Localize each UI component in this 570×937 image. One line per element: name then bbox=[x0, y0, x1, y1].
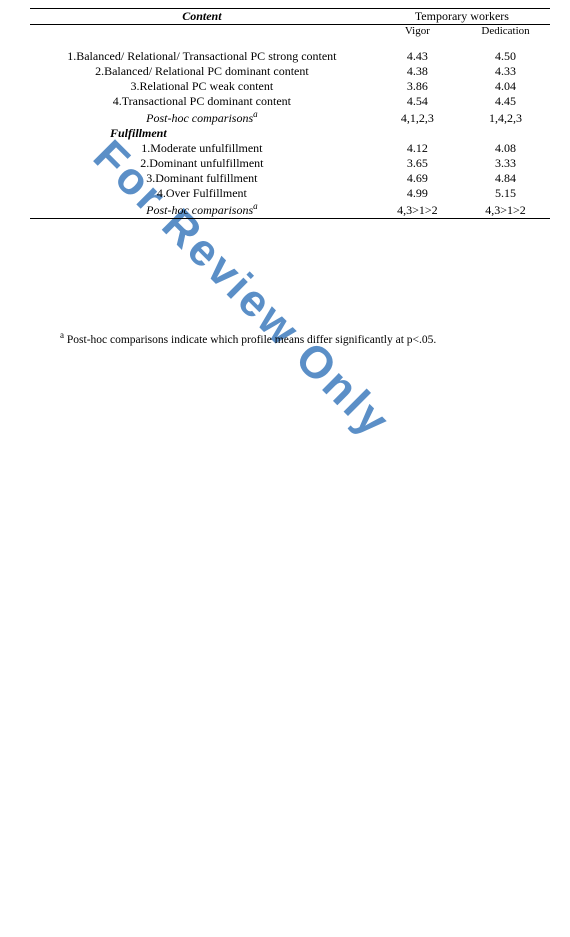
table-row: 3.Dominant fulfillment 4.69 4.84 bbox=[30, 171, 550, 186]
posthoc-label: Post-hoc comparisonsa bbox=[30, 109, 374, 126]
cell-dedication: 4.45 bbox=[461, 94, 550, 109]
cell-dedication: 4.50 bbox=[461, 49, 550, 64]
cell-vigor: 3.86 bbox=[374, 79, 461, 94]
posthoc-dedication: 1,4,2,3 bbox=[461, 109, 550, 126]
posthoc-row: Post-hoc comparisonsa 4,1,2,3 1,4,2,3 bbox=[30, 109, 550, 126]
section-heading-row: Fulfillment bbox=[30, 126, 550, 141]
cell-dedication: 4.08 bbox=[461, 141, 550, 156]
row-label: 2.Balanced/ Relational PC dominant conte… bbox=[30, 64, 374, 79]
cell-vigor: 4.69 bbox=[374, 171, 461, 186]
row-label: 1.Balanced/ Relational/ Transactional PC… bbox=[30, 49, 374, 64]
table-row: 4.Transactional PC dominant content 4.54… bbox=[30, 94, 550, 109]
cell-dedication: 3.33 bbox=[461, 156, 550, 171]
cell-dedication: 5.15 bbox=[461, 186, 550, 201]
cell-vigor: 4.43 bbox=[374, 49, 461, 64]
subheader-vigor: Vigor bbox=[374, 25, 461, 39]
row-label: 3.Dominant fulfillment bbox=[30, 171, 374, 186]
fulfillment-heading: Fulfillment bbox=[110, 126, 167, 140]
cell-dedication: 4.84 bbox=[461, 171, 550, 186]
table-row: 1.Moderate unfulfillment 4.12 4.08 bbox=[30, 141, 550, 156]
cell-dedication: 4.04 bbox=[461, 79, 550, 94]
posthoc-label: Post-hoc comparisonsa bbox=[30, 201, 374, 219]
posthoc-row: Post-hoc comparisonsa 4,3>1>2 4,3>1>2 bbox=[30, 201, 550, 219]
posthoc-vigor: 4,3>1>2 bbox=[374, 201, 461, 219]
cell-vigor: 4.99 bbox=[374, 186, 461, 201]
posthoc-vigor: 4,1,2,3 bbox=[374, 109, 461, 126]
row-label: 2.Dominant unfulfillment bbox=[30, 156, 374, 171]
table-row: 2.Balanced/ Relational PC dominant conte… bbox=[30, 64, 550, 79]
cell-vigor: 3.65 bbox=[374, 156, 461, 171]
cell-dedication: 4.33 bbox=[461, 64, 550, 79]
posthoc-dedication: 4,3>1>2 bbox=[461, 201, 550, 219]
row-label: 1.Moderate unfulfillment bbox=[30, 141, 374, 156]
header-content: Content bbox=[182, 9, 221, 23]
cell-vigor: 4.38 bbox=[374, 64, 461, 79]
cell-vigor: 4.54 bbox=[374, 94, 461, 109]
row-label: 4.Over Fulfillment bbox=[30, 186, 374, 201]
cell-vigor: 4.12 bbox=[374, 141, 461, 156]
table-row: 1.Balanced/ Relational/ Transactional PC… bbox=[30, 49, 550, 64]
header-temporary-workers: Temporary workers bbox=[374, 9, 550, 25]
table-row: 3.Relational PC weak content 3.86 4.04 bbox=[30, 79, 550, 94]
table-row: 4.Over Fulfillment 4.99 5.15 bbox=[30, 186, 550, 201]
row-label: 4.Transactional PC dominant content bbox=[30, 94, 374, 109]
table-row: 2.Dominant unfulfillment 3.65 3.33 bbox=[30, 156, 550, 171]
subheader-dedication: Dedication bbox=[461, 25, 550, 39]
row-label: 3.Relational PC weak content bbox=[30, 79, 374, 94]
footnote: a Post-hoc comparisons indicate which pr… bbox=[60, 330, 436, 346]
results-table: Content Temporary workers Vigor Dedicati… bbox=[30, 8, 550, 219]
